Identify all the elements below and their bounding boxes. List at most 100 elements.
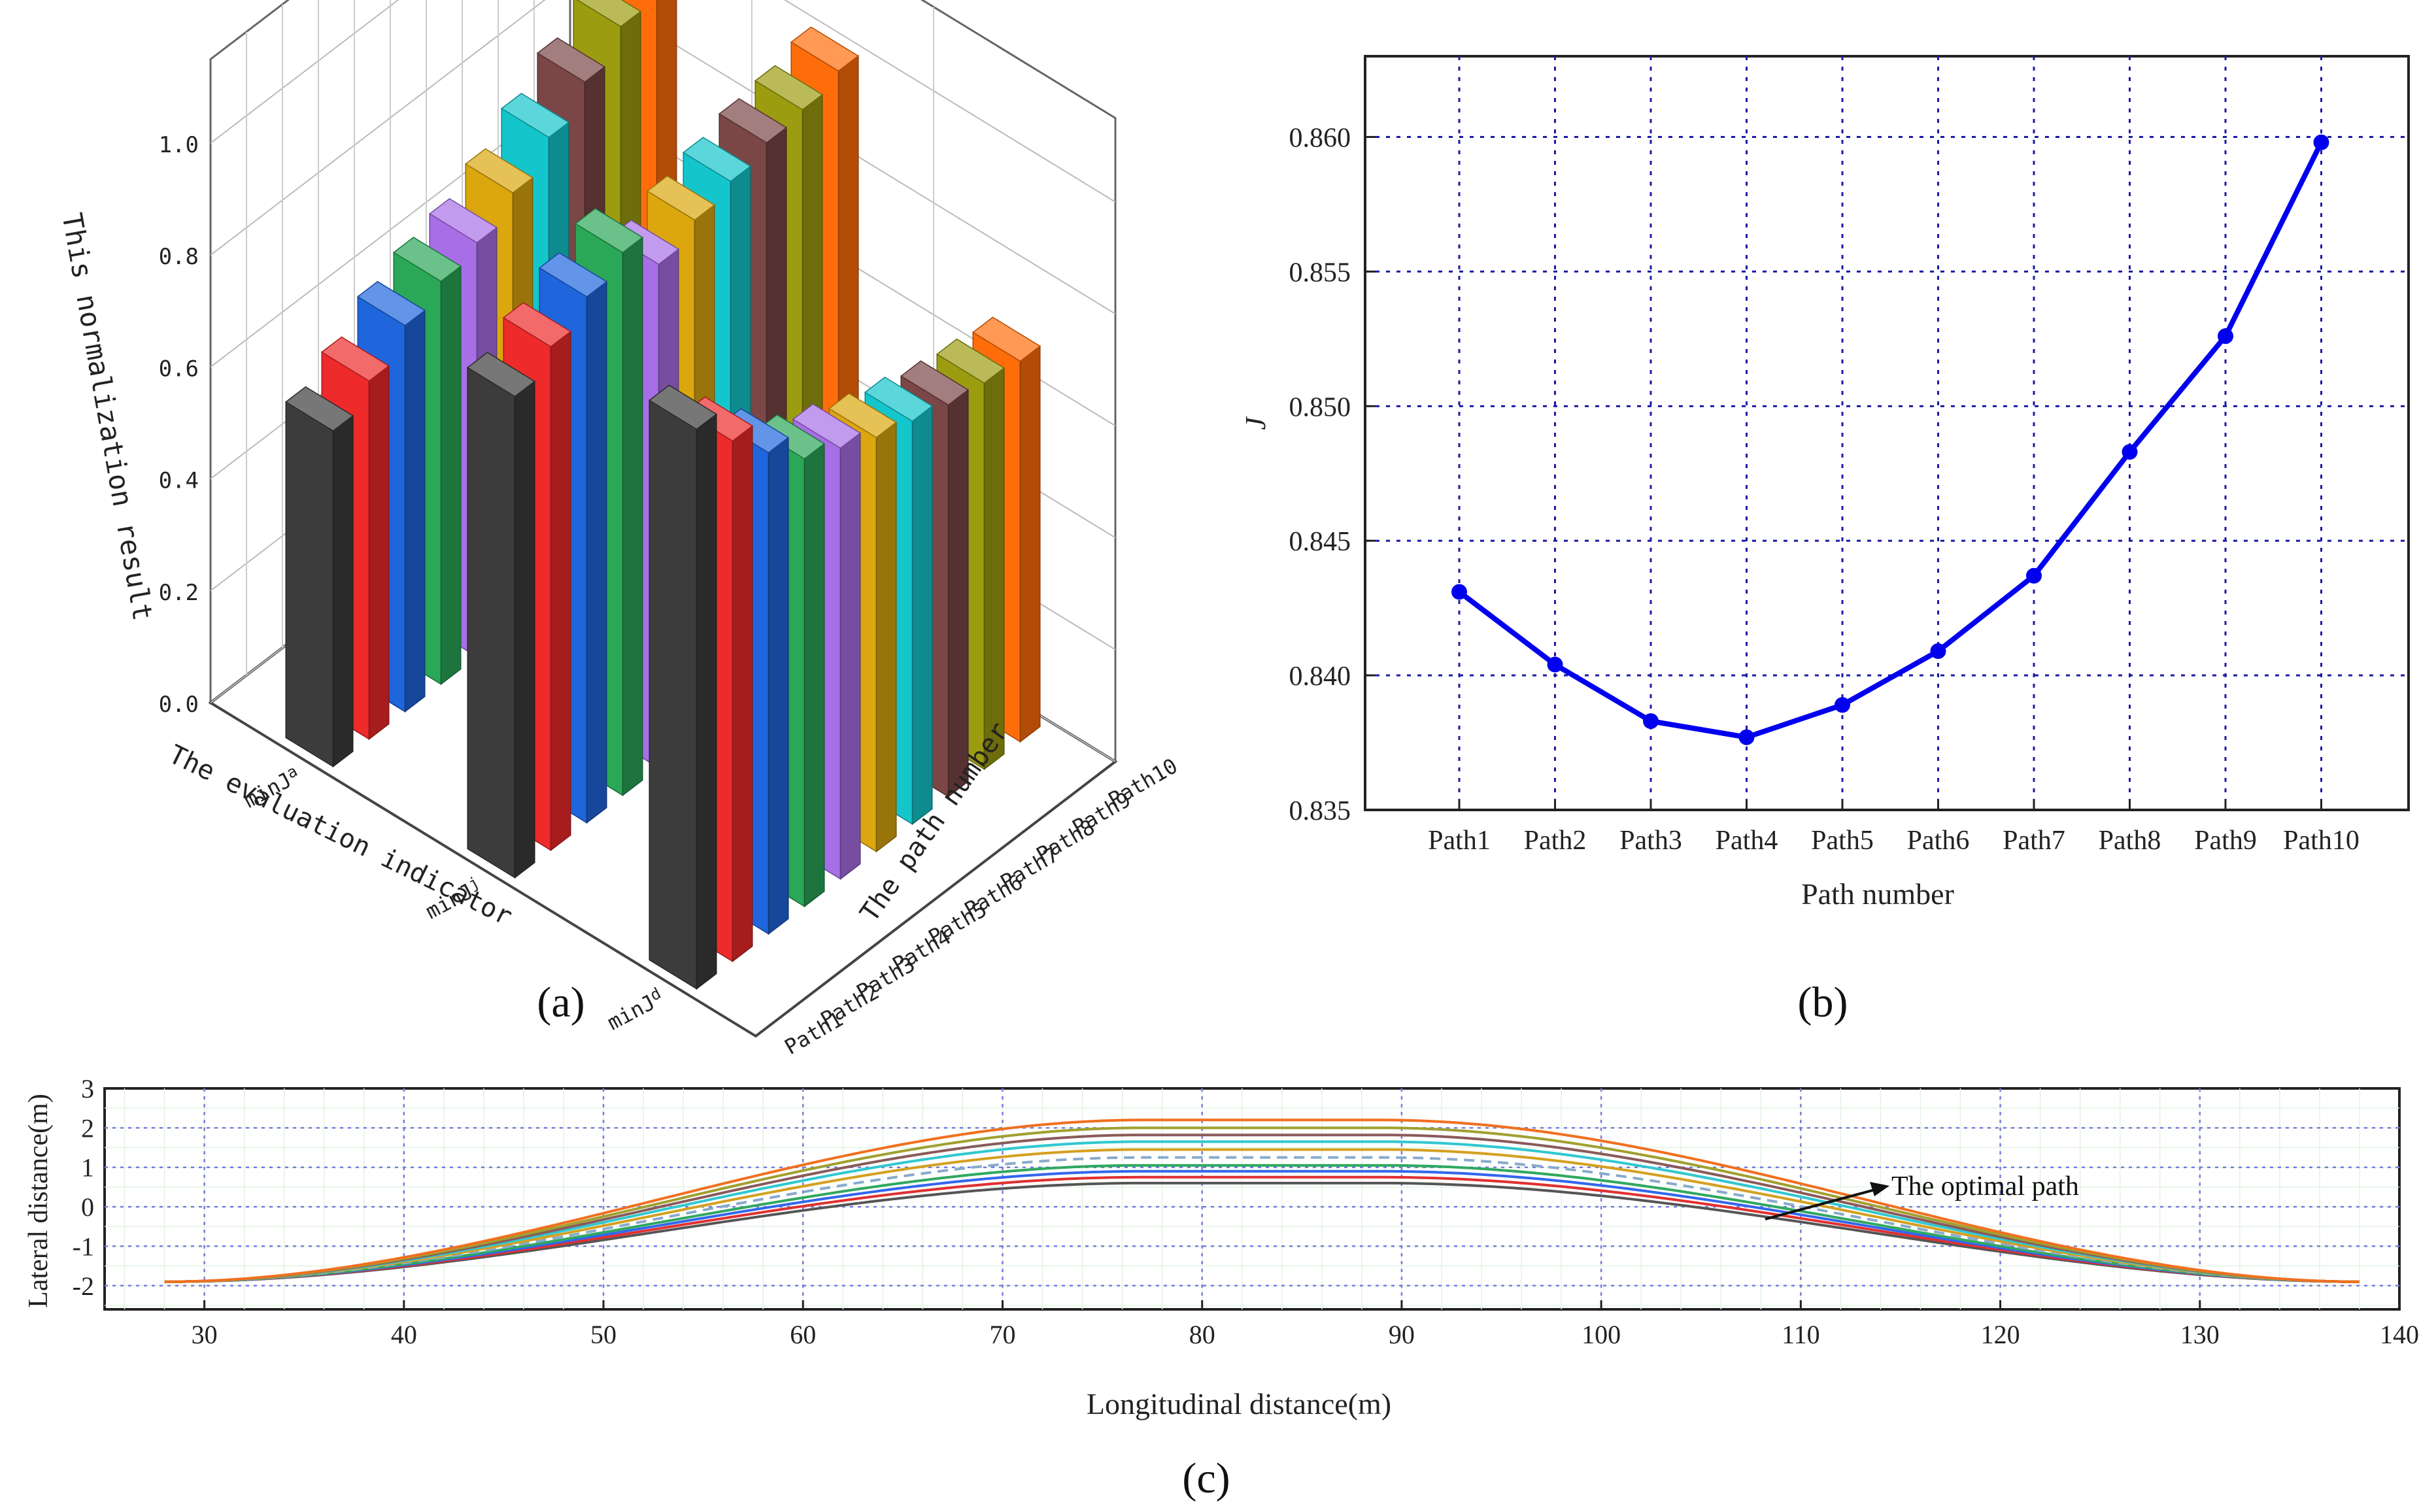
panel-a-bar-minJ_j-Path1 xyxy=(466,352,536,879)
panel-a-bar-front xyxy=(467,366,516,879)
panel-a-bar-top xyxy=(718,98,788,144)
panel-a-bar-side xyxy=(696,413,717,990)
panel-c-annotation-arrowhead xyxy=(1870,1182,1889,1196)
panel-b-y-tick-label: 0.840 xyxy=(1289,662,1351,692)
panel-a-bar-side xyxy=(768,436,789,935)
panel-c-x-tick-label: 90 xyxy=(1389,1320,1415,1349)
panel-c-curve-path2 xyxy=(164,1175,2360,1283)
panel-a-bar-top xyxy=(356,280,426,326)
panel-b-label: (b) xyxy=(1798,979,1848,1026)
panel-a-bar-top xyxy=(502,302,572,348)
panel-b-point xyxy=(1643,713,1659,730)
panel-c-plot-area xyxy=(103,1087,2401,1311)
panel-a-bar-top xyxy=(576,0,642,27)
panel-a-bar-top xyxy=(574,208,644,254)
panel-c-y-ticks: -2 -1 0 1 2 3 xyxy=(73,1074,94,1301)
panel-a-bar-minJ_d-Path1 xyxy=(648,384,718,990)
panel-a-z-tick-label: 0.8 xyxy=(159,244,199,270)
panel-c-curve-path7 xyxy=(164,1140,2360,1283)
panel-b-point xyxy=(1738,729,1755,745)
panel-b-point xyxy=(1547,656,1563,673)
panel-b-x-tick-label: Path2 xyxy=(1524,826,1587,856)
panel-b-x-tick-label: Path3 xyxy=(1619,826,1682,856)
panel-b-y-tick-label: 0.850 xyxy=(1289,392,1351,422)
panel-b-point xyxy=(2218,328,2233,344)
panel-b-point xyxy=(2122,444,2138,460)
panel-b-y-tick-label: 0.860 xyxy=(1289,124,1351,154)
panel-c-y-axis-title: Lateral distance(m) xyxy=(24,1094,54,1308)
panel-b-x-tick-label: Path1 xyxy=(1428,826,1491,856)
panel-b-x-tick-label: Path7 xyxy=(2003,826,2065,856)
panel-c-x-tick-label: 110 xyxy=(1782,1320,1820,1349)
panel-a-bar-front xyxy=(285,401,334,767)
panel-a-bar-side xyxy=(839,431,861,881)
panel-a-bar-top xyxy=(936,338,1006,384)
panel-a-bar-top xyxy=(428,198,498,244)
panel-c-curve-path4 xyxy=(164,1164,2360,1283)
panel-c-x-tick-label: 60 xyxy=(790,1320,816,1349)
panel-b-point xyxy=(2313,134,2329,150)
panel-b-grid xyxy=(1365,56,2409,811)
panel-a-bar-front xyxy=(649,399,698,990)
panel-a-bars xyxy=(284,0,1041,990)
panel-c-x-tick-label: 80 xyxy=(1189,1320,1215,1349)
panel-a-bar-side xyxy=(983,367,1005,771)
panel-a-bar-top xyxy=(972,316,1041,362)
panel-a-bar-top xyxy=(536,37,606,83)
panel-a-bar-side xyxy=(550,330,571,852)
panel-a-bar-top xyxy=(790,26,860,72)
panel-b-x-tick-label: Path10 xyxy=(2283,826,2360,856)
panel-c-y-tick-label: 1 xyxy=(81,1153,94,1183)
panel-c-x-tick-label: 140 xyxy=(2380,1320,2419,1349)
panel-c-x-ticks: 30 40 50 60 70 80 90 100 110 120 130 140 xyxy=(192,1320,2419,1349)
panel-b-x-tick-label: Path6 xyxy=(1907,826,1970,856)
panel-a-z-tick-label: 0.4 xyxy=(159,468,199,494)
panel-a-bar-top xyxy=(500,92,570,139)
panel-a-bar-top xyxy=(538,252,608,297)
panel-b-y-ticks: 0.835 0.840 0.845 0.850 0.855 0.860 xyxy=(1289,124,1351,826)
panel-a-bar-side xyxy=(732,424,753,963)
panel-c-y-tick-label: -1 xyxy=(73,1232,94,1261)
panel-c-y-tick-label: 2 xyxy=(81,1113,94,1143)
panel-b-point xyxy=(2026,567,2042,584)
panel-a-bar-top xyxy=(284,386,354,431)
panel-a-bar-top xyxy=(682,137,752,182)
panel-c-x-tick-label: 100 xyxy=(1582,1320,1621,1349)
panel-a-bar-top xyxy=(464,148,534,193)
panel-a-bar-side xyxy=(875,421,897,853)
panel-b-y-tick-label: 0.845 xyxy=(1289,527,1351,557)
panel-b-y-axis-title: J xyxy=(1240,416,1272,430)
panel-b-point xyxy=(1451,584,1467,600)
panel-a-bar-top xyxy=(754,65,824,110)
panel-c-curve-path10 xyxy=(164,1118,2360,1283)
panel-a-bar-side xyxy=(332,414,354,768)
panel-a-bar-top xyxy=(900,360,970,406)
panel-a-bar-side xyxy=(586,280,607,824)
panel-a-bar-side xyxy=(514,380,535,879)
panel-c-label: (c) xyxy=(1182,1454,1230,1502)
panel-a-bar-side xyxy=(622,236,643,797)
panel-a-z-tick-label: 0.0 xyxy=(159,692,199,718)
panel-a-bar-top xyxy=(392,237,462,282)
panel-b-points xyxy=(1451,134,2329,745)
panel-c-curve-path6 xyxy=(164,1148,2360,1283)
panel-b-x-axis-title: Path number xyxy=(1801,877,1954,911)
panel-a-bar-side xyxy=(1019,344,1041,743)
panel-b-point xyxy=(1930,643,1946,660)
panel-a-bar-side xyxy=(404,309,426,713)
panel-a-label: (a) xyxy=(537,979,584,1026)
panel-a-bar-minJ_a-Path1 xyxy=(284,386,354,768)
panel-b-x-ticks: Path1 Path2 Path3 Path4 Path5 Path6 Path7 Path8… xyxy=(1428,826,2360,856)
panel-a-bar-top xyxy=(646,175,716,221)
panel-b-x-tick-label: Path4 xyxy=(1716,826,1778,856)
panel-a-bar-side xyxy=(440,265,462,686)
panel-c-curve-path9 xyxy=(164,1126,2360,1283)
panel-c-annotation-text: The optimal path xyxy=(1891,1171,2079,1201)
panel-b-y-tick-label: 0.855 xyxy=(1289,258,1351,288)
panel-c-y-tick-label: 3 xyxy=(81,1074,94,1103)
panel-c-curve-path8 xyxy=(164,1134,2360,1283)
panel-a-bar-top xyxy=(320,336,390,382)
